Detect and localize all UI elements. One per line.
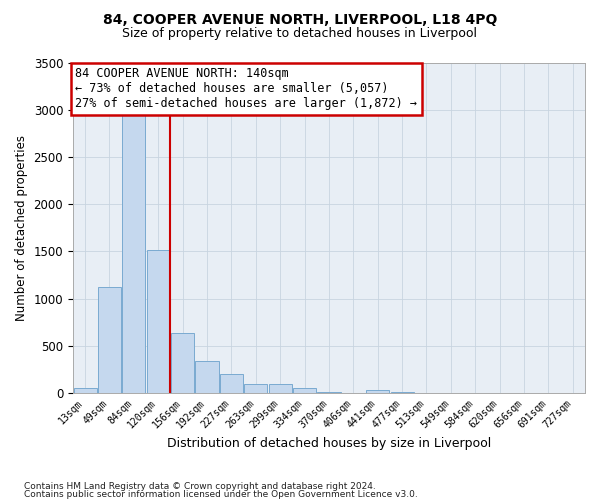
Bar bbox=[74, 388, 97, 393]
Text: Contains public sector information licensed under the Open Government Licence v3: Contains public sector information licen… bbox=[24, 490, 418, 499]
Bar bbox=[171, 332, 194, 393]
Bar bbox=[244, 384, 268, 393]
Text: 84 COOPER AVENUE NORTH: 140sqm
← 73% of detached houses are smaller (5,057)
27% : 84 COOPER AVENUE NORTH: 140sqm ← 73% of … bbox=[76, 68, 418, 110]
Text: Contains HM Land Registry data © Crown copyright and database right 2024.: Contains HM Land Registry data © Crown c… bbox=[24, 482, 376, 491]
Bar bbox=[317, 392, 341, 393]
Bar bbox=[146, 250, 170, 393]
Bar bbox=[293, 388, 316, 393]
Bar bbox=[220, 374, 243, 393]
Text: 84, COOPER AVENUE NORTH, LIVERPOOL, L18 4PQ: 84, COOPER AVENUE NORTH, LIVERPOOL, L18 … bbox=[103, 12, 497, 26]
Bar bbox=[122, 114, 145, 393]
Bar bbox=[269, 384, 292, 393]
Bar bbox=[391, 392, 413, 393]
Text: Size of property relative to detached houses in Liverpool: Size of property relative to detached ho… bbox=[122, 28, 478, 40]
Y-axis label: Number of detached properties: Number of detached properties bbox=[15, 135, 28, 321]
Bar bbox=[366, 390, 389, 393]
X-axis label: Distribution of detached houses by size in Liverpool: Distribution of detached houses by size … bbox=[167, 437, 491, 450]
Bar bbox=[196, 361, 218, 393]
Bar bbox=[98, 288, 121, 393]
